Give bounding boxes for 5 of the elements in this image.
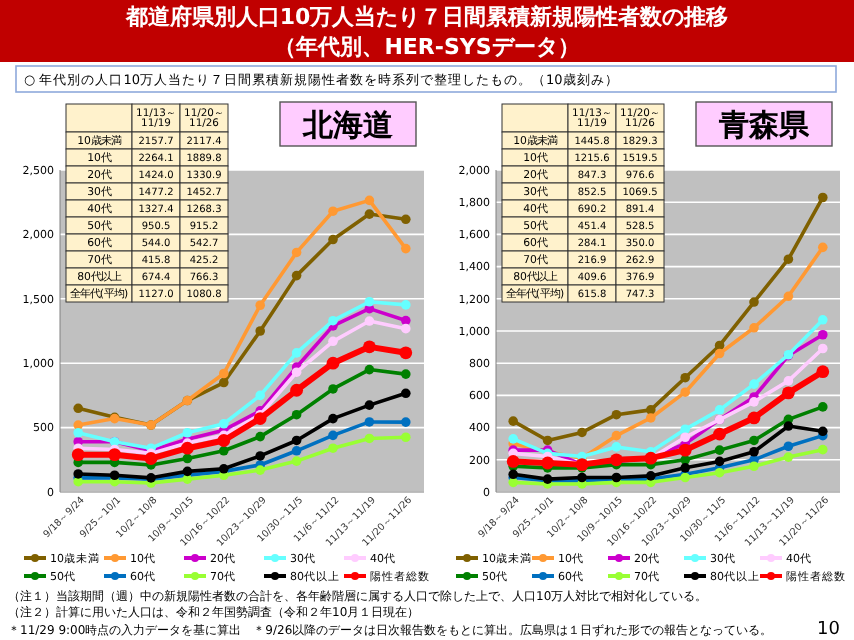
chart-title: 青森県 (717, 106, 811, 143)
text: （年代別、HER-SYSデータ） (274, 34, 580, 60)
text: 10 (817, 620, 841, 640)
chart-title: 北海道 (301, 106, 395, 143)
text: 都道府県別人口10万人当たり７日間累積新規陽性者数の推移 (123, 4, 729, 30)
